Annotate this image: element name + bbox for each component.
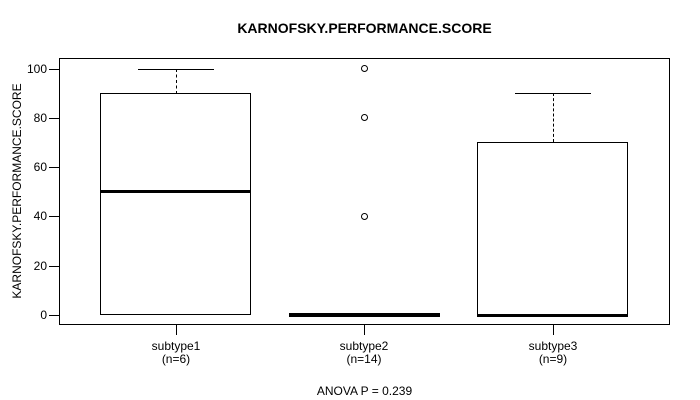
y-tick-label: 20 <box>33 259 47 273</box>
chart-title: KARNOFSKY.PERFORMANCE.SCORE <box>237 20 492 36</box>
x-tick-label: subtype3 (n=9) <box>483 340 623 366</box>
group-count-label: (n=6) <box>161 352 191 366</box>
x-tick-mark <box>553 325 554 335</box>
x-tick-label: subtype2 (n=14) <box>294 340 434 366</box>
x-tick-label: subtype1 (n=6) <box>106 340 246 366</box>
x-tick-mark <box>176 325 177 335</box>
x-tick-mark <box>364 325 365 335</box>
upper-whisker-cap <box>515 93 591 94</box>
y-tick-label: 40 <box>33 209 47 223</box>
group-label: subtype3 <box>528 339 578 353</box>
y-tick-label: 80 <box>33 111 47 125</box>
collapsed-box-median-line <box>289 313 440 317</box>
y-tick-mark <box>49 266 59 267</box>
y-tick-mark <box>49 216 59 217</box>
y-tick-mark <box>49 69 59 70</box>
upper-whisker-line <box>553 93 554 142</box>
y-tick-label: 0 <box>40 308 47 322</box>
outlier-point <box>361 213 368 220</box>
anova-subtitle: ANOVA P = 0.239 <box>316 384 413 398</box>
y-tick-mark <box>49 167 59 168</box>
group-label: subtype1 <box>151 339 201 353</box>
group-count-label: (n=9) <box>538 352 568 366</box>
y-tick-mark <box>49 118 59 119</box>
group-count-label: (n=14) <box>346 352 382 366</box>
y-tick-mark <box>49 315 59 316</box>
upper-whisker-line <box>176 69 177 94</box>
y-tick-label: 100 <box>26 62 47 76</box>
y-tick-label: 60 <box>33 160 47 174</box>
median-line <box>477 314 628 317</box>
plot-frame <box>59 58 670 325</box>
upper-whisker-cap <box>138 69 214 70</box>
outlier-point <box>361 65 368 72</box>
median-line <box>100 190 251 193</box>
box-iqr <box>477 142 628 315</box>
outlier-point <box>361 114 368 121</box>
group-label: subtype2 <box>339 339 389 353</box>
box-iqr <box>100 93 251 315</box>
